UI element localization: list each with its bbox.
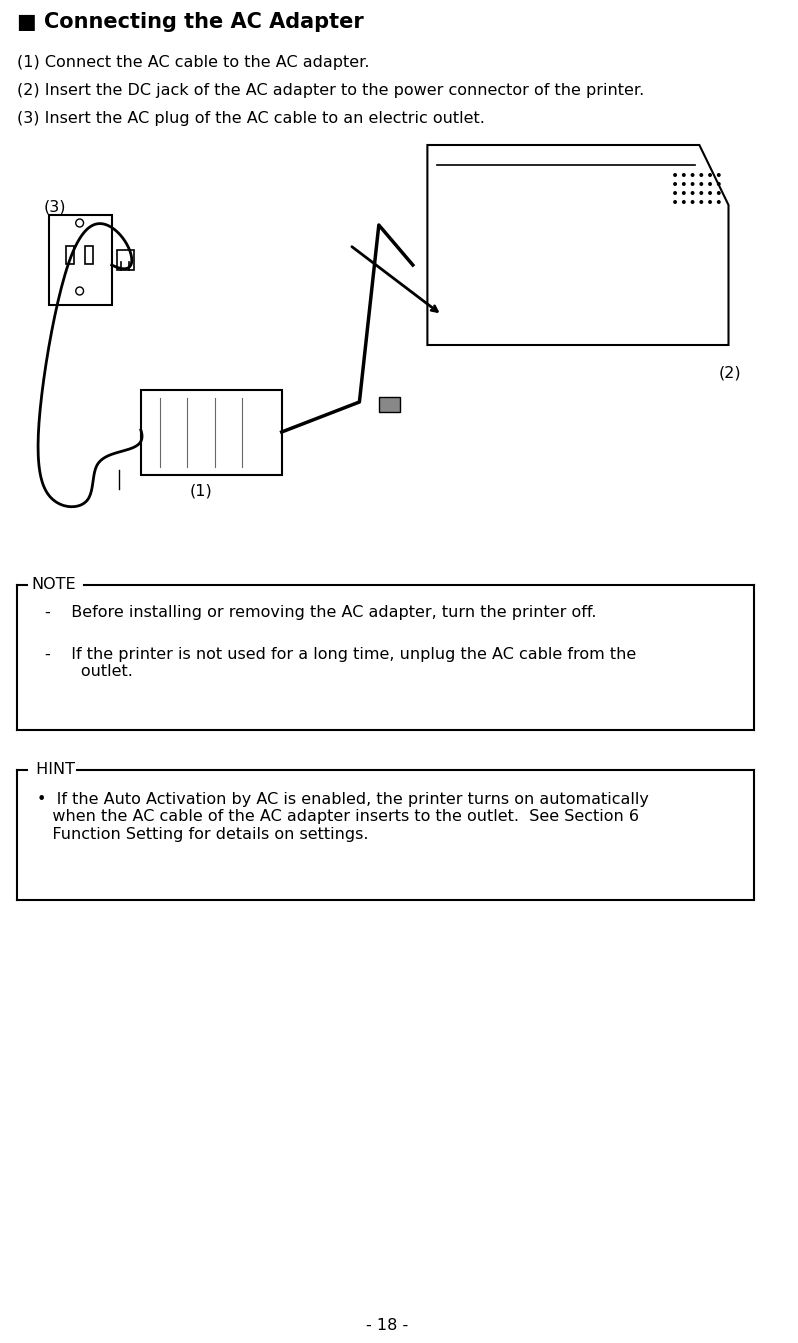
Circle shape <box>717 173 721 177</box>
Circle shape <box>674 173 677 177</box>
Circle shape <box>690 173 694 177</box>
Text: (1): (1) <box>189 483 212 498</box>
Circle shape <box>681 200 685 204</box>
Text: - 18 -: - 18 - <box>366 1317 409 1334</box>
Circle shape <box>690 183 694 185</box>
Text: NOTE: NOTE <box>31 577 76 592</box>
Text: (3): (3) <box>44 200 66 215</box>
Bar <box>49 215 112 305</box>
Circle shape <box>681 191 685 195</box>
Circle shape <box>681 173 685 177</box>
Text: (1) Connect the AC cable to the AC adapter.: (1) Connect the AC cable to the AC adapt… <box>18 55 370 70</box>
Bar <box>379 398 400 412</box>
Circle shape <box>674 200 677 204</box>
Bar <box>85 246 93 265</box>
Circle shape <box>674 191 677 195</box>
Circle shape <box>717 183 721 185</box>
Circle shape <box>674 183 677 185</box>
Circle shape <box>717 191 721 195</box>
Text: -    If the printer is not used for a long time, unplug the AC cable from the
  : - If the printer is not used for a long … <box>45 647 636 680</box>
Circle shape <box>699 191 703 195</box>
Circle shape <box>690 200 694 204</box>
Circle shape <box>708 173 712 177</box>
Text: •  If the Auto Activation by AC is enabled, the printer turns on automatically
 : • If the Auto Activation by AC is enable… <box>37 792 649 842</box>
Text: ■ Connecting the AC Adapter: ■ Connecting the AC Adapter <box>18 12 364 32</box>
Bar <box>117 250 134 270</box>
Circle shape <box>699 200 703 204</box>
Circle shape <box>690 191 694 195</box>
Polygon shape <box>428 145 729 345</box>
Circle shape <box>699 173 703 177</box>
Text: -    Before installing or removing the AC adapter, turn the printer off.: - Before installing or removing the AC a… <box>45 604 596 620</box>
Text: (2): (2) <box>719 365 741 380</box>
Circle shape <box>708 200 712 204</box>
Circle shape <box>699 183 703 185</box>
Polygon shape <box>140 389 282 475</box>
Text: (2) Insert the DC jack of the AC adapter to the power connector of the printer.: (2) Insert the DC jack of the AC adapter… <box>18 83 645 98</box>
Circle shape <box>708 183 712 185</box>
Text: (3) Insert the AC plug of the AC cable to an electric outlet.: (3) Insert the AC plug of the AC cable t… <box>18 111 485 126</box>
Circle shape <box>717 200 721 204</box>
Circle shape <box>708 191 712 195</box>
Bar <box>66 246 74 265</box>
Text: HINT: HINT <box>31 761 75 778</box>
Circle shape <box>681 183 685 185</box>
